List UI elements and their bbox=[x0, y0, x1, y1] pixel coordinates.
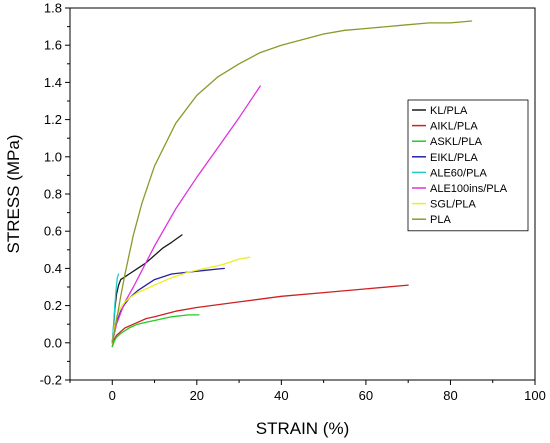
x-tick-label: 40 bbox=[274, 388, 288, 403]
legend-label-kl-pla: KL/PLA bbox=[430, 105, 468, 117]
y-tick-label: 0.0 bbox=[44, 335, 62, 350]
legend-label-eikl-pla: EIKL/PLA bbox=[430, 152, 478, 164]
y-axis-title: STRESS (MPa) bbox=[4, 134, 23, 253]
y-tick-label: -0.2 bbox=[40, 373, 62, 388]
series-line-ale100ins-pla bbox=[111, 85, 261, 344]
legend-label-askl-pla: ASKL/PLA bbox=[430, 136, 483, 148]
y-tick-label: 1.6 bbox=[44, 38, 62, 53]
x-axis-ticks: 0 20 40 60 80 100 bbox=[69, 380, 546, 403]
legend: KL/PLA AIKL/PLA ASKL/PLA EIKL/PLA ALE60/PLA A… bbox=[407, 99, 529, 232]
y-axis-ticks: -0.2 0.0 0.2 0.4 0.6 0.8 1.0 1.2 1.4 1.6 1.8 bbox=[40, 1, 70, 388]
legend-label-ale100ins-pla: ALE100ins/PLA bbox=[430, 183, 508, 195]
series-line-sgl-pla bbox=[111, 256, 251, 344]
series-line-pla bbox=[111, 20, 473, 344]
legend-label-pla: PLA bbox=[430, 214, 451, 226]
y-tick-label: 1.8 bbox=[44, 1, 62, 16]
x-tick-label: 60 bbox=[359, 388, 373, 403]
x-axis-title: STRAIN (%) bbox=[256, 419, 350, 438]
x-tick-label: 100 bbox=[524, 388, 546, 403]
y-tick-label: 0.6 bbox=[44, 224, 62, 239]
y-tick-label: 1.2 bbox=[44, 112, 62, 127]
series-layer bbox=[111, 20, 473, 348]
legend-label-ale60-pla: ALE60/PLA bbox=[430, 167, 488, 179]
x-tick-label: 80 bbox=[443, 388, 457, 403]
y-tick-label: 0.4 bbox=[44, 261, 62, 276]
legend-box bbox=[407, 99, 529, 232]
series-line-askl-pla bbox=[111, 314, 200, 348]
y-tick-label: 0.2 bbox=[44, 298, 62, 313]
legend-label-sgl-pla: SGL/PLA bbox=[430, 199, 477, 211]
x-tick-label: 20 bbox=[190, 388, 204, 403]
series-line-aikl-pla bbox=[111, 284, 409, 348]
legend-label-aikl-pla: AIKL/PLA bbox=[430, 121, 478, 133]
y-tick-label: 0.8 bbox=[44, 187, 62, 202]
series-line-ale60-pla bbox=[111, 273, 120, 344]
y-tick-label: 1.0 bbox=[44, 149, 62, 164]
y-tick-label: 1.4 bbox=[44, 75, 62, 90]
x-tick-label: 0 bbox=[109, 388, 116, 403]
